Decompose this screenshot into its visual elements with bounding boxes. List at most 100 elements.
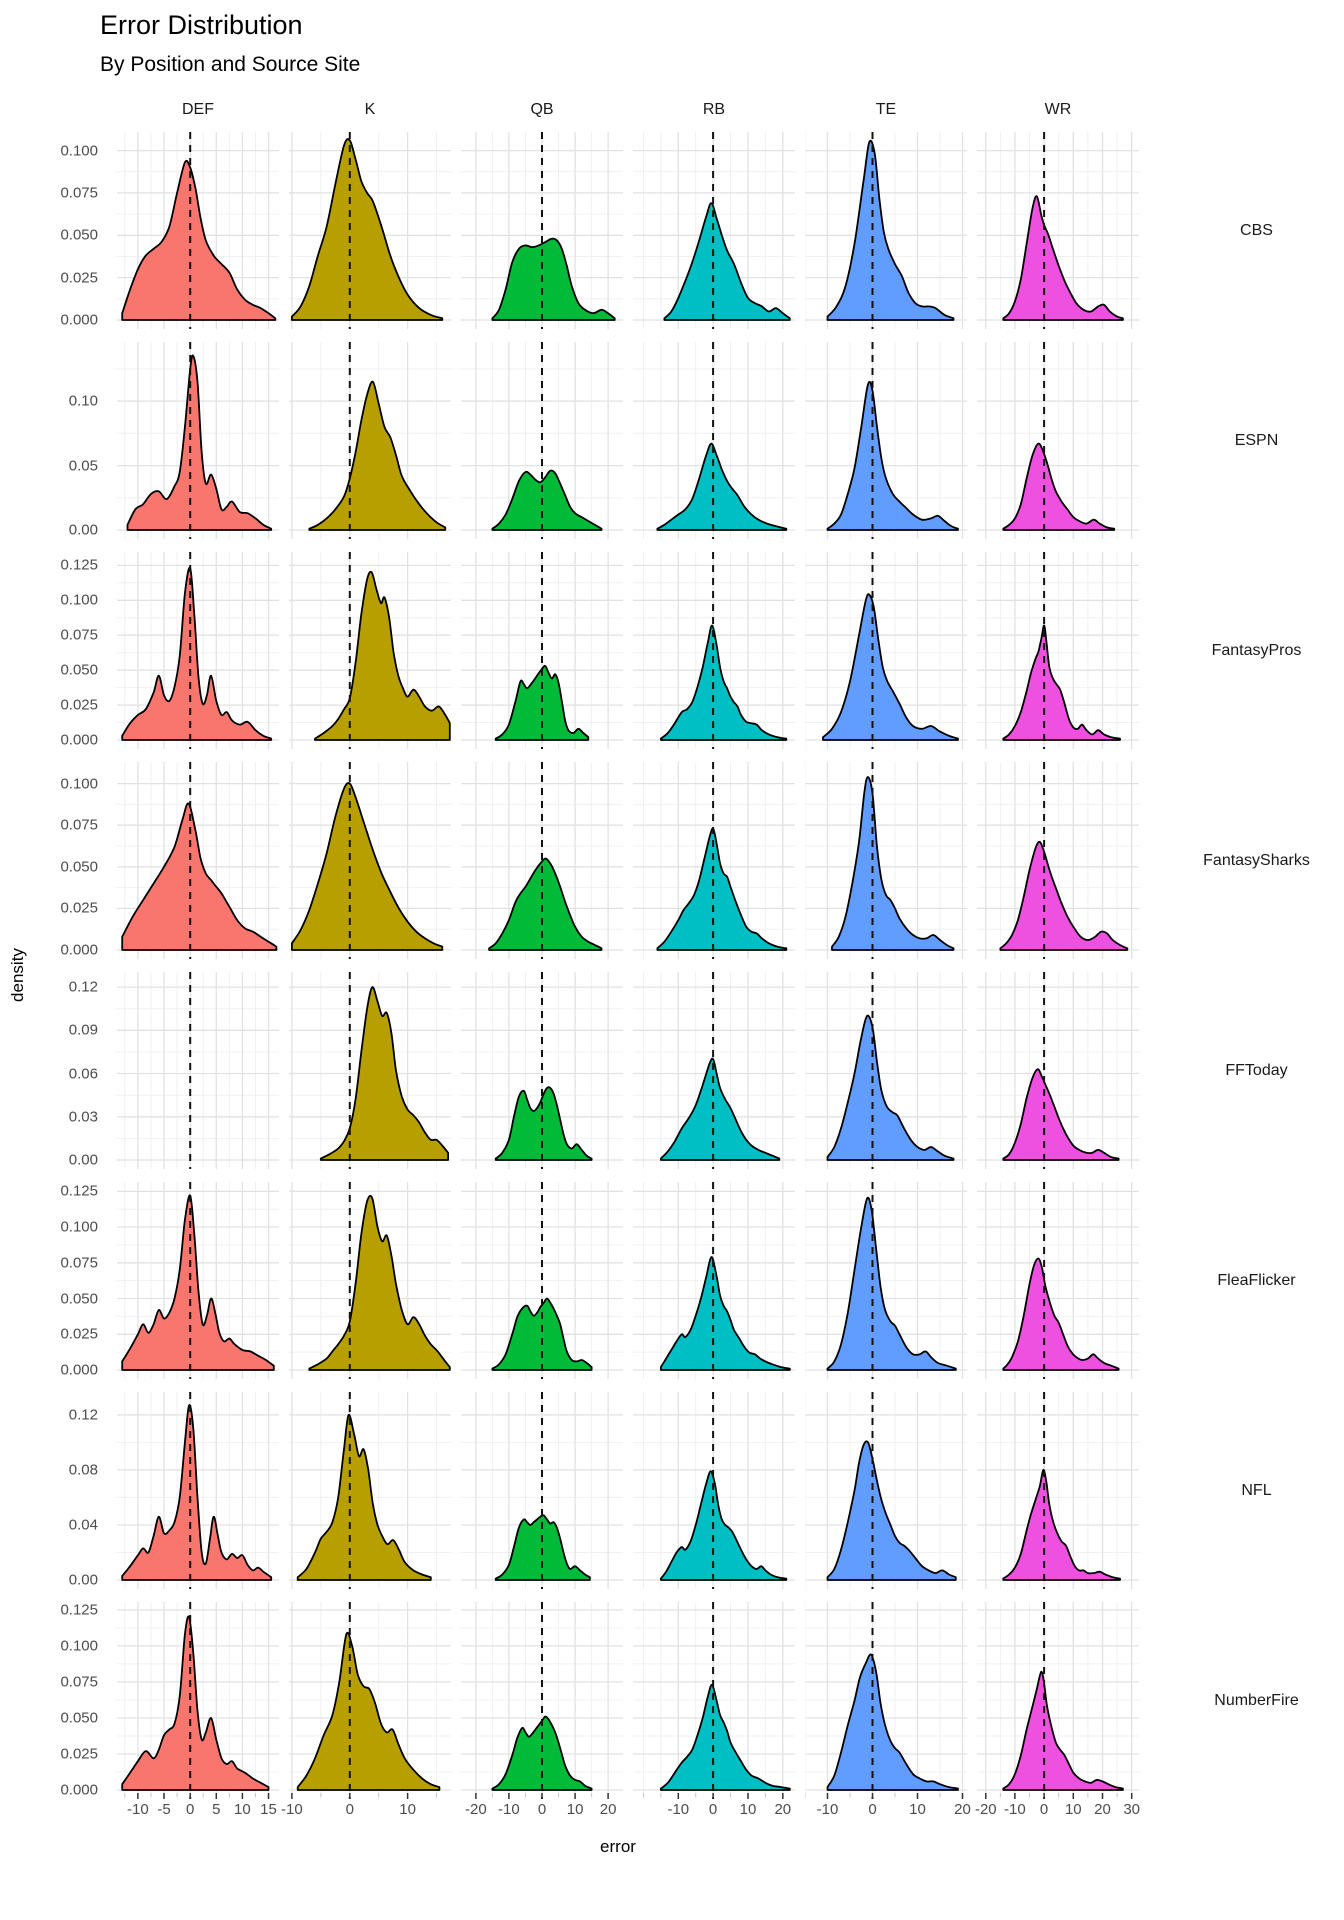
panel-ESPN-K bbox=[289, 342, 451, 539]
panel-NFL-K bbox=[289, 1392, 451, 1589]
panel-FleaFlicker-TE bbox=[805, 1182, 967, 1379]
y-axis-labels-ESPN: 0.10 0.05 0.00 bbox=[28, 342, 107, 539]
y-tick-label: 0.09 bbox=[68, 1021, 98, 1039]
density-curve-ESPN-RB bbox=[656, 442, 788, 531]
density-curve-FantasySharks-K bbox=[291, 782, 444, 951]
density-curve-CBS-QB bbox=[491, 237, 616, 321]
facet-column-headers: DEF K QB RB TE WR bbox=[28, 101, 1344, 121]
density-curve-FantasyPros-RB bbox=[660, 624, 788, 741]
panel-FantasySharks-K bbox=[289, 762, 451, 959]
y-tick-label: 0.00 bbox=[68, 521, 98, 539]
facet-column-label-DEF: DEF bbox=[182, 101, 214, 118]
density-curve-NumberFire-DEF bbox=[121, 1615, 270, 1791]
facet-row-label-FFToday: FFToday bbox=[1225, 1061, 1288, 1079]
panel-FantasySharks-DEF bbox=[117, 762, 279, 959]
panel-NFL-RB bbox=[633, 1392, 795, 1589]
x-axis-labels-RB: -10 0 10 20 bbox=[633, 1793, 795, 1827]
panel-FFToday-WR bbox=[977, 972, 1139, 1169]
density-curve-CBS-DEF bbox=[121, 159, 277, 321]
x-axis-labels-DEF: -10 -5 0 5 10 15 bbox=[117, 1793, 279, 1827]
density-curve-FleaFlicker-DEF bbox=[121, 1194, 275, 1371]
density-curve-FFToday-WR bbox=[1002, 1068, 1120, 1161]
y-tick-label: 0.125 bbox=[60, 1601, 98, 1619]
y-tick-label: 0.050 bbox=[60, 1709, 98, 1727]
density-curve-CBS-K bbox=[291, 138, 444, 321]
density-curve-FantasySharks-WR bbox=[999, 840, 1129, 951]
facet-row-FFToday: 0.12 0.09 0.06 0.03 0.00 FFToday bbox=[28, 972, 1344, 1169]
y-tick-label: 0.06 bbox=[68, 1065, 98, 1082]
x-axis-ticks bbox=[985, 1793, 1133, 1799]
panel-CBS-DEF bbox=[117, 132, 279, 329]
x-axis-ticks bbox=[643, 1793, 784, 1799]
x-axis-ticks bbox=[475, 1793, 609, 1799]
panel-ESPN-DEF bbox=[117, 342, 279, 539]
x-tick-label: -10 bbox=[667, 1801, 690, 1818]
x-tick-label: -10 bbox=[127, 1801, 149, 1818]
y-axis-labels-FleaFlicker: 0.125 0.100 0.075 0.050 0.025 0.000 bbox=[28, 1182, 107, 1379]
x-axis-title: error bbox=[600, 1837, 636, 1856]
density-curve-ESPN-K bbox=[308, 380, 447, 531]
density-curve-NFL-WR bbox=[1002, 1468, 1121, 1581]
panel-ESPN-WR bbox=[977, 342, 1139, 539]
panel-FantasyPros-RB bbox=[633, 552, 795, 749]
x-tick-label: 30 bbox=[1123, 1801, 1141, 1818]
density-curve-ESPN-QB bbox=[491, 469, 603, 531]
x-axis-ticks bbox=[124, 1793, 270, 1799]
density-curve-FantasyPros-QB bbox=[494, 664, 590, 741]
panel-NumberFire-TE bbox=[805, 1602, 967, 1799]
x-tick-label: -10 bbox=[1004, 1801, 1026, 1818]
y-axis-labels-FantasySharks: 0.100 0.075 0.050 0.025 0.000 bbox=[28, 762, 107, 959]
facet-row-label-FleaFlicker: FleaFlicker bbox=[1217, 1271, 1296, 1289]
y-tick-label: 0.125 bbox=[60, 556, 98, 574]
density-curve-FantasySharks-QB bbox=[488, 857, 603, 951]
density-curve-CBS-TE bbox=[826, 139, 955, 321]
density-curve-ESPN-TE bbox=[826, 380, 959, 531]
x-tick-label: 0 bbox=[186, 1801, 195, 1818]
plot-header: Error Distribution By Position and Sourc… bbox=[28, 10, 1344, 77]
x-tick-label: 0 bbox=[1039, 1801, 1049, 1818]
density-curve-NumberFire-TE bbox=[826, 1653, 959, 1791]
y-tick-label: 0.00 bbox=[68, 1571, 98, 1589]
y-tick-label: 0.075 bbox=[60, 626, 98, 644]
panel-FFToday-RB bbox=[633, 972, 795, 1169]
panel-NumberFire-DEF bbox=[117, 1602, 279, 1799]
panel-NFL-TE bbox=[805, 1392, 967, 1589]
y-tick-label: 0.03 bbox=[68, 1108, 98, 1126]
x-axis-labels-TE: -10 0 10 20 bbox=[805, 1793, 971, 1827]
x-axis-ticks bbox=[291, 1793, 437, 1799]
x-axis-ticks bbox=[805, 1793, 964, 1799]
y-tick-label: 0.00 bbox=[68, 1151, 98, 1169]
y-tick-label: 0.025 bbox=[60, 269, 98, 287]
panel-FantasySharks-RB bbox=[633, 762, 795, 959]
panel-NFL-WR bbox=[977, 1392, 1139, 1589]
panel-CBS-TE bbox=[805, 132, 967, 329]
x-tick-label: 10 bbox=[739, 1801, 757, 1818]
facet-column-label-TE: TE bbox=[875, 101, 897, 118]
density-curve-NumberFire-K bbox=[296, 1631, 441, 1791]
density-curve-NumberFire-RB bbox=[660, 1683, 791, 1791]
density-curve-FleaFlicker-QB bbox=[491, 1297, 593, 1371]
density-curve-NFL-K bbox=[296, 1413, 432, 1581]
plot-title: Error Distribution bbox=[100, 10, 303, 40]
panel-NumberFire-K bbox=[289, 1602, 451, 1799]
density-curve-NumberFire-WR bbox=[1002, 1670, 1124, 1791]
x-tick-label: -10 bbox=[281, 1801, 303, 1818]
facet-row-ESPN: 0.10 0.05 0.00 ESPN bbox=[28, 342, 1344, 539]
panel-FantasySharks-QB bbox=[461, 762, 623, 959]
y-tick-label: 0.025 bbox=[60, 696, 98, 714]
panel-ESPN-RB bbox=[633, 342, 795, 539]
x-tick-label: -20 bbox=[974, 1801, 997, 1818]
panel-FleaFlicker-DEF bbox=[117, 1182, 279, 1379]
facet-row-FantasySharks: 0.100 0.075 0.050 0.025 0.000 FantasySharks bbox=[28, 762, 1344, 959]
y-tick-label: 0.075 bbox=[60, 184, 98, 202]
density-curve-NFL-RB bbox=[660, 1470, 788, 1581]
y-axis-labels-CBS: 0.100 0.075 0.050 0.025 0.000 bbox=[28, 132, 107, 329]
x-tick-label: 10 bbox=[234, 1801, 251, 1818]
y-axis-labels-NumberFire: 0.125 0.100 0.075 0.050 0.025 0.000 bbox=[28, 1601, 107, 1799]
y-tick-label: 0.025 bbox=[60, 1325, 98, 1343]
x-tick-label: 10 bbox=[909, 1801, 926, 1818]
panel-NumberFire-WR bbox=[977, 1602, 1139, 1799]
facet-row-label-NFL: NFL bbox=[1241, 1481, 1272, 1499]
density-curve-FFToday-TE bbox=[826, 1014, 955, 1161]
